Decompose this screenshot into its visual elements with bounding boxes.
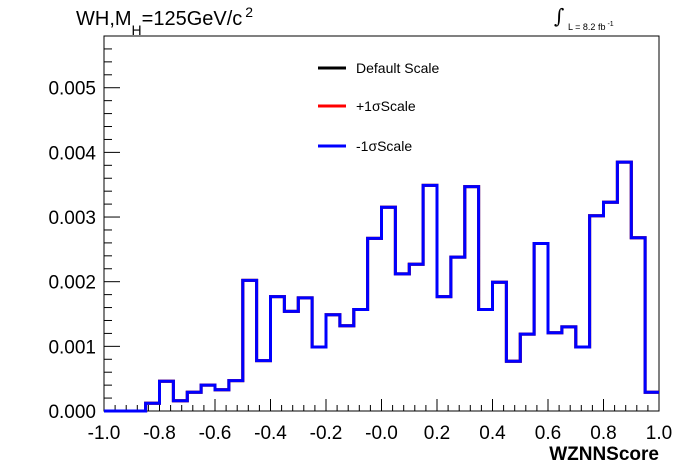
y-tick-label: 0.003: [48, 208, 96, 229]
x-axis: -1.0 -0.8 -0.6 -0.4 -0.2 -0.0 0.2 0.4 0.6 0.8 1.0: [88, 399, 672, 444]
legend: Default Scale +1σScale -1σScale: [318, 60, 439, 154]
x-tick-label: -0.4: [254, 423, 287, 444]
x-tick-label: -1.0: [88, 423, 121, 444]
x-tick-label: -0.0: [365, 423, 398, 444]
y-tick-label: 0.001: [48, 337, 96, 358]
y-tick-label: 0.000: [48, 402, 96, 423]
legend-label: Default Scale: [356, 60, 439, 76]
x-tick-label: 0.4: [479, 423, 506, 444]
x-tick-label: 0.6: [535, 423, 561, 444]
legend-label: +1σScale: [356, 98, 416, 114]
x-tick-label: 0.2: [424, 423, 450, 444]
title-prefix: WH,M: [76, 8, 132, 30]
x-tick-label: -0.6: [199, 423, 232, 444]
y-tick-label: 0.004: [48, 143, 96, 164]
series-line-0: [104, 160, 659, 413]
series-layer: [104, 160, 659, 413]
x-tick-label: 0.8: [590, 423, 616, 444]
x-axis-label: WZNNScore: [549, 444, 659, 465]
y-axis: 0.000 0.001 0.002 0.003 0.004 0.005: [48, 35, 120, 423]
y-tick-label: 0.002: [48, 273, 96, 294]
title-suffix: =125GeV/c: [141, 8, 243, 30]
x-tick-label: -0.2: [310, 423, 343, 444]
x-tick-label: 1.0: [646, 423, 672, 444]
series-line-1: [104, 160, 659, 413]
title-superscript: 2: [245, 4, 254, 20]
integral-icon: ∫: [554, 4, 565, 28]
luminosity-superscript: -1: [607, 21, 614, 28]
title-subscript: H: [131, 22, 142, 38]
y-tick-label: 0.005: [48, 79, 96, 100]
series-line-2: [104, 160, 659, 413]
legend-label: -1σScale: [356, 138, 412, 154]
chart-title: WH,MH=125GeV/c 2: [76, 4, 253, 38]
luminosity-text: L = 8.2 fb: [568, 22, 606, 32]
x-tick-label: -0.8: [143, 423, 176, 444]
